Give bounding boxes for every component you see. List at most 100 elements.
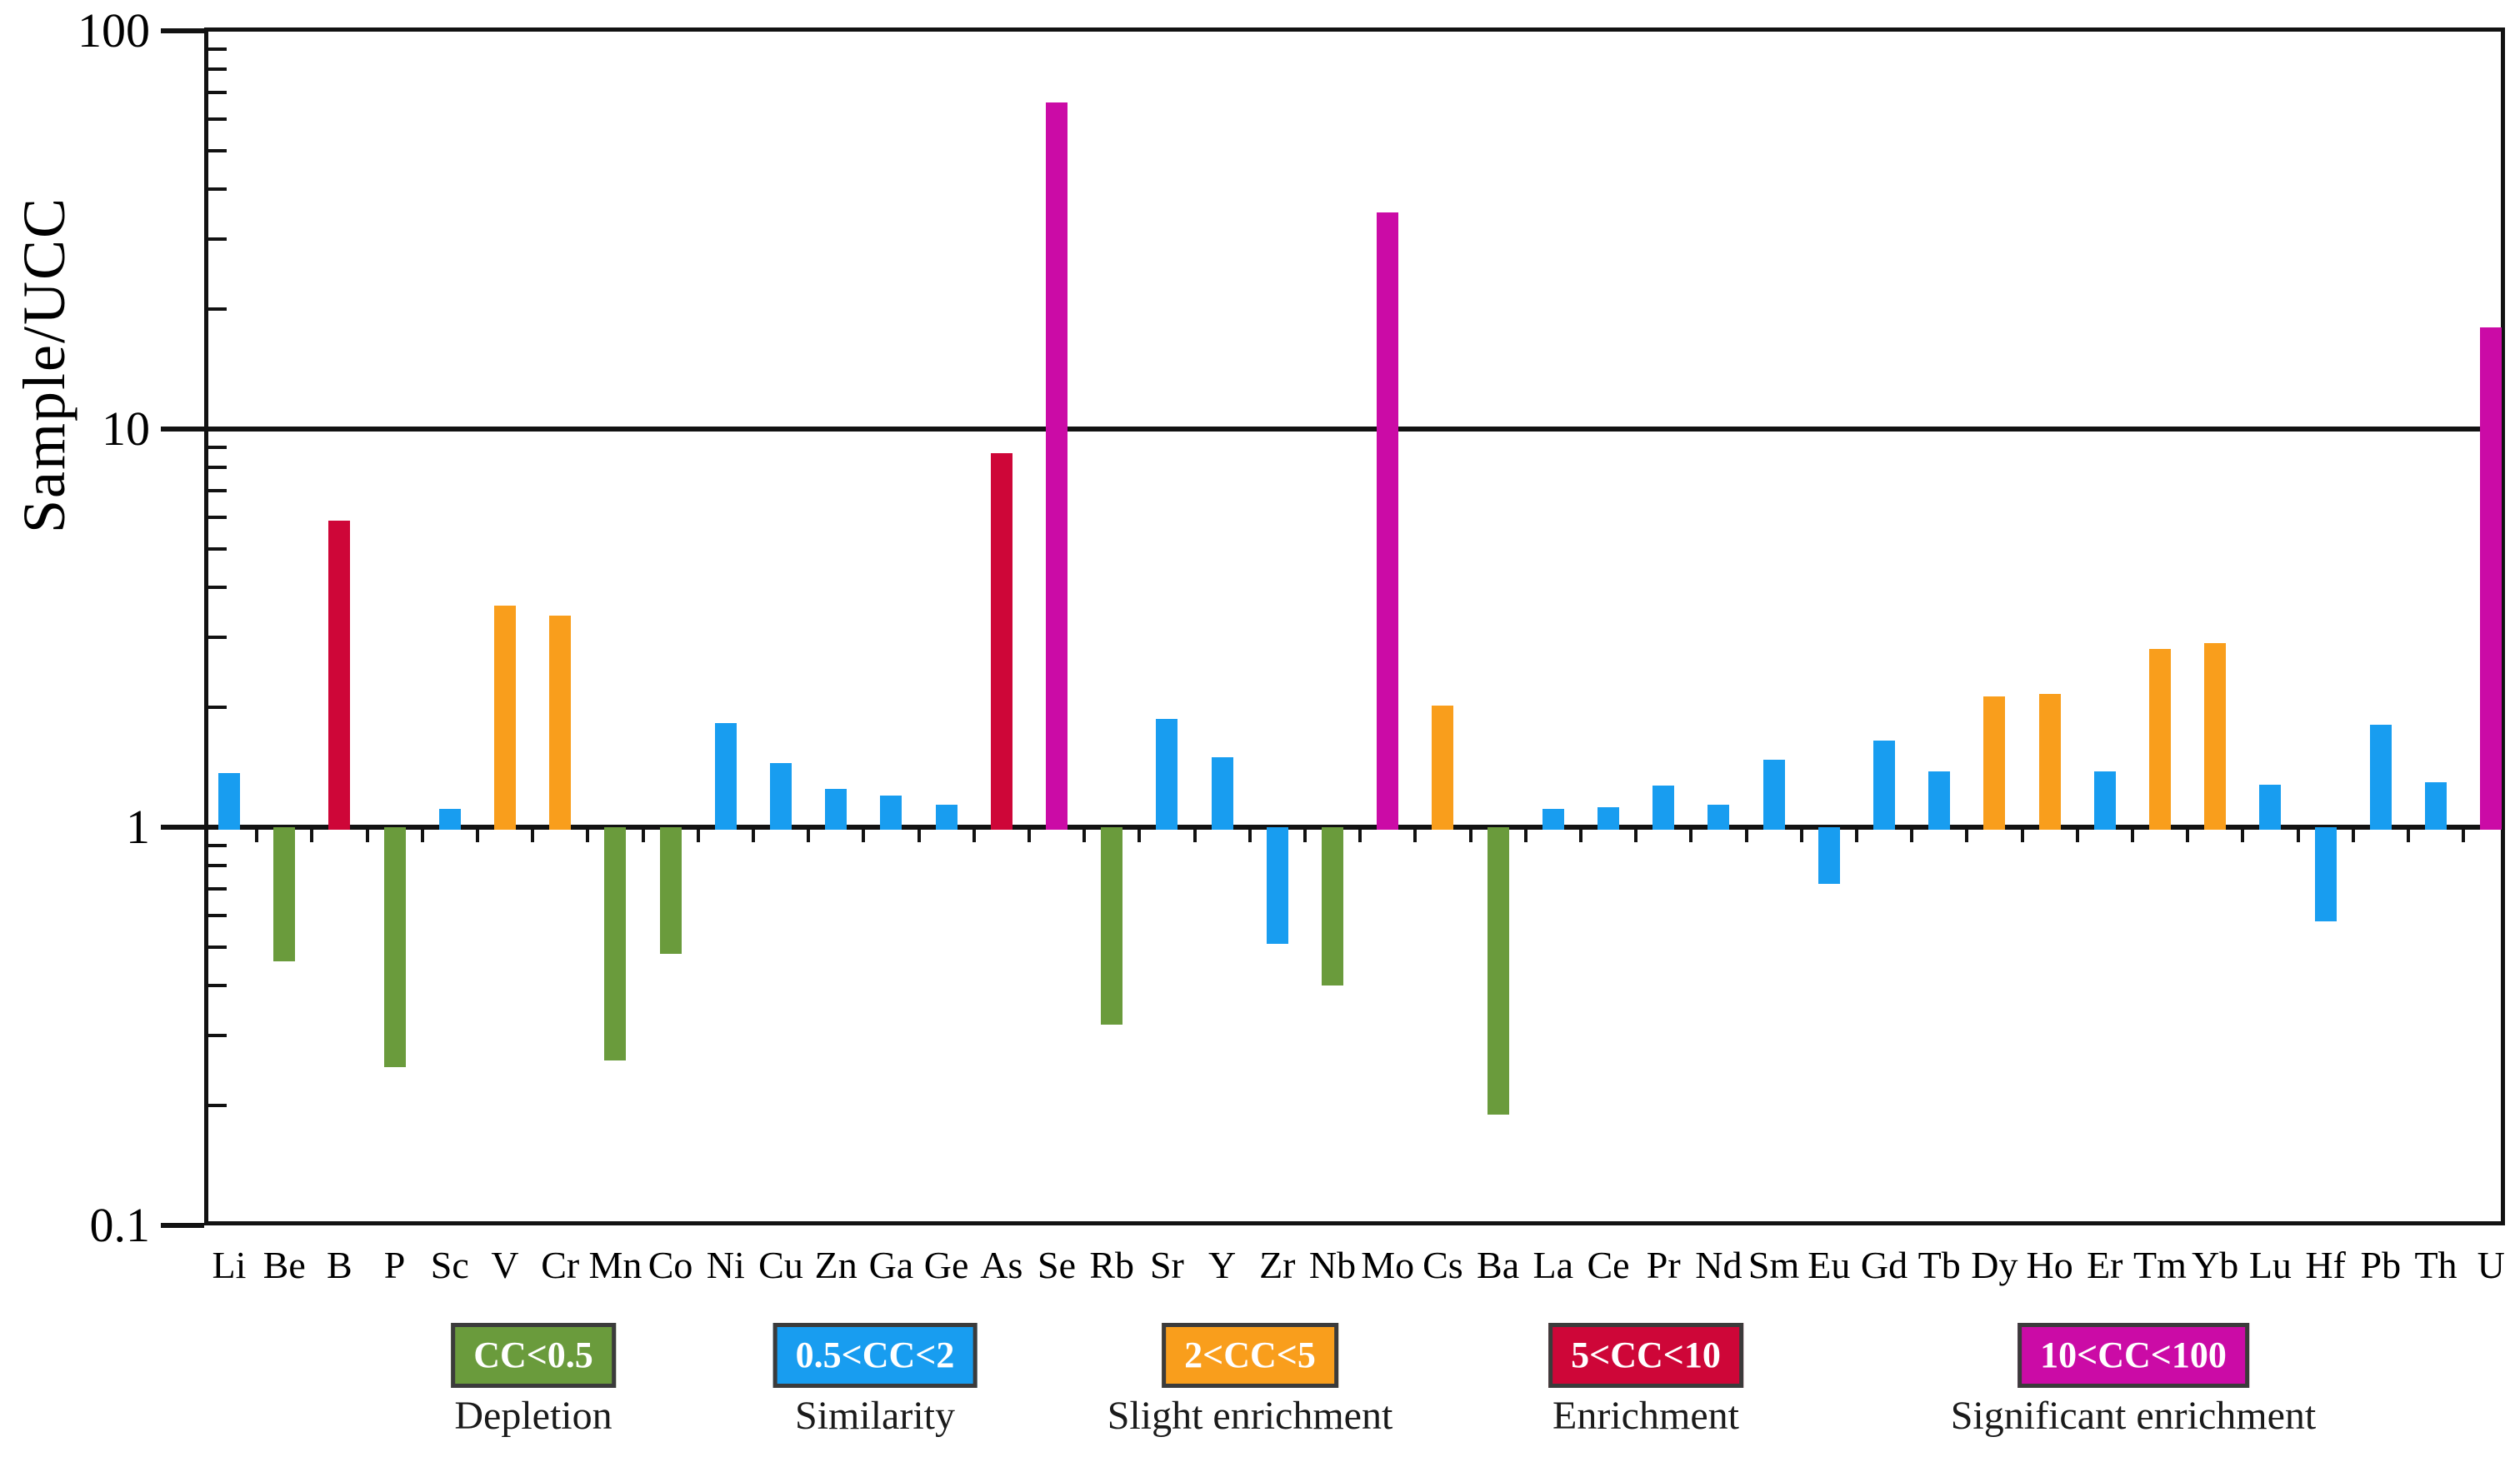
x-label-P: P xyxy=(383,1244,406,1286)
legend-caption-slight-enrichment: Slight enrichment xyxy=(1107,1394,1393,1438)
bar-Se xyxy=(1046,102,1068,830)
bar-Th xyxy=(2425,781,2447,830)
x-label-As: As xyxy=(980,1244,1023,1286)
x-tick xyxy=(586,827,590,842)
x-tick xyxy=(972,827,976,842)
x-tick xyxy=(475,827,479,842)
y-minor-tick xyxy=(208,67,227,72)
bar-Nd xyxy=(1708,804,1730,830)
bar-Cu xyxy=(770,762,792,830)
x-label-Mn: Mn xyxy=(588,1244,642,1286)
x-tick xyxy=(365,827,369,842)
x-tick xyxy=(2296,827,2300,842)
plot-area xyxy=(161,27,2505,1228)
x-tick xyxy=(1965,827,1969,842)
x-label-Pr: Pr xyxy=(1646,1244,1681,1286)
x-tick xyxy=(1854,827,1858,842)
y-major-tick xyxy=(161,427,204,432)
bar-Nb xyxy=(1322,827,1343,986)
x-tick xyxy=(1027,827,1031,842)
bar-Sm xyxy=(1762,759,1785,830)
legend-swatch-similarity: 0.5<CC<2 xyxy=(772,1323,978,1388)
x-tick xyxy=(1744,827,1748,842)
x-tick xyxy=(1910,827,1914,842)
x-label-Ce: Ce xyxy=(1587,1244,1630,1286)
bar-Ba xyxy=(1487,827,1509,1115)
bar-Dy xyxy=(1983,696,2006,830)
bar-Li xyxy=(218,772,240,830)
bar-Eu xyxy=(1818,827,1840,885)
x-label-Zn: Zn xyxy=(814,1244,858,1286)
y-tick-label-100: 100 xyxy=(78,3,150,57)
y-minor-tick xyxy=(208,635,227,639)
legend-swatch-significant-enrichment: 10<CC<100 xyxy=(2018,1323,2249,1388)
x-tick xyxy=(1413,827,1418,842)
legend-swatch-depletion: CC<0.5 xyxy=(451,1323,616,1388)
x-label-Eu: Eu xyxy=(1808,1244,1851,1286)
y-minor-tick xyxy=(208,1104,227,1108)
x-tick xyxy=(641,827,645,842)
x-label-Tm: Tm xyxy=(2133,1244,2187,1286)
x-label-Ni: Ni xyxy=(706,1244,745,1286)
bar-V xyxy=(494,606,516,830)
plot-border-bottom xyxy=(204,1221,2505,1225)
x-tick xyxy=(2186,827,2190,842)
y-major-tick xyxy=(161,825,204,830)
x-label-Sc: Sc xyxy=(430,1244,469,1286)
y-tick-label-1: 1 xyxy=(126,800,150,854)
x-label-Co: Co xyxy=(648,1244,693,1286)
bar-As xyxy=(990,452,1012,830)
legend-swatch-slight-enrichment: 2<CC<5 xyxy=(1162,1323,1338,1388)
x-label-Cs: Cs xyxy=(1422,1244,1463,1286)
bar-Rb xyxy=(1101,827,1123,1025)
x-tick xyxy=(1302,827,1307,842)
y-minor-tick xyxy=(208,586,227,590)
bar-Cr xyxy=(549,615,572,830)
x-label-Mo: Mo xyxy=(1361,1244,1415,1286)
y-tick-label-0.1: 0.1 xyxy=(89,1198,151,1252)
y-tick-label-10: 10 xyxy=(102,402,150,456)
x-tick xyxy=(420,827,424,842)
legend-caption-similarity: Similarity xyxy=(795,1394,955,1438)
x-label-La: La xyxy=(1532,1244,1574,1286)
y-minor-tick xyxy=(208,914,227,918)
y-minor-tick xyxy=(208,445,227,449)
y-minor-tick xyxy=(208,1033,227,1037)
x-tick xyxy=(807,827,811,842)
bar-Pb xyxy=(2369,724,2392,830)
bar-Ni xyxy=(714,722,737,830)
x-label-Ho: Ho xyxy=(2026,1244,2073,1286)
legend-caption-depletion: Depletion xyxy=(454,1394,612,1438)
x-tick xyxy=(1192,827,1197,842)
x-label-U: U xyxy=(2477,1244,2505,1286)
x-axis-line xyxy=(204,825,2505,830)
x-tick xyxy=(1799,827,1803,842)
x-label-V: V xyxy=(491,1244,519,1286)
legend-caption-enrichment: Enrichment xyxy=(1552,1394,1739,1438)
x-label-Cr: Cr xyxy=(541,1244,580,1286)
y-minor-tick xyxy=(208,887,227,891)
x-tick xyxy=(531,827,535,842)
x-tick xyxy=(1138,827,1142,842)
x-tick xyxy=(1578,827,1582,842)
bar-Lu xyxy=(2259,784,2282,830)
x-label-Ba: Ba xyxy=(1477,1244,1520,1286)
bar-Hf xyxy=(2314,827,2337,922)
x-label-Sm: Sm xyxy=(1748,1244,1800,1286)
bar-Be xyxy=(273,827,296,962)
y-minor-tick xyxy=(208,117,227,122)
y-minor-tick xyxy=(208,237,227,241)
x-tick xyxy=(696,827,700,842)
x-tick xyxy=(1523,827,1528,842)
x-tick xyxy=(2406,827,2410,842)
y-minor-tick xyxy=(208,706,227,710)
x-label-Dy: Dy xyxy=(1971,1244,2018,1286)
x-label-Sr: Sr xyxy=(1149,1244,1184,1286)
x-label-Ge: Ge xyxy=(923,1244,969,1286)
y-minor-tick xyxy=(208,91,227,95)
y-minor-tick xyxy=(208,984,227,988)
legend-caption-significant-enrichment: Significant enrichment xyxy=(1950,1394,2317,1438)
x-label-Nd: Nd xyxy=(1695,1244,1742,1286)
bar-Mn xyxy=(604,827,627,1060)
